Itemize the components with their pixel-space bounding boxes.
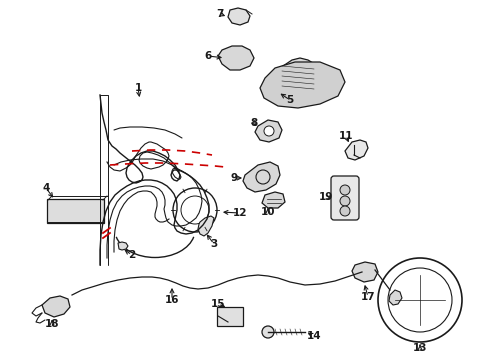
Text: 18: 18: [45, 319, 59, 329]
Polygon shape: [351, 262, 377, 282]
Polygon shape: [254, 120, 282, 142]
Polygon shape: [388, 290, 401, 305]
Polygon shape: [42, 296, 70, 317]
Circle shape: [339, 196, 349, 206]
Polygon shape: [218, 46, 253, 70]
Polygon shape: [227, 8, 249, 25]
Polygon shape: [262, 192, 285, 208]
Circle shape: [262, 326, 273, 338]
Text: 17: 17: [360, 292, 375, 302]
Text: 10: 10: [260, 207, 275, 217]
Text: 16: 16: [164, 295, 179, 305]
FancyBboxPatch shape: [47, 199, 104, 223]
Text: 5: 5: [286, 95, 293, 105]
Text: 11: 11: [338, 131, 352, 141]
FancyBboxPatch shape: [217, 307, 243, 326]
Text: 14: 14: [306, 331, 321, 341]
Circle shape: [339, 185, 349, 195]
Text: 12: 12: [232, 208, 247, 218]
Text: 3: 3: [210, 239, 217, 249]
Circle shape: [339, 206, 349, 216]
Text: 4: 4: [42, 183, 50, 193]
FancyBboxPatch shape: [330, 176, 358, 220]
Polygon shape: [345, 140, 367, 160]
Text: 1: 1: [134, 83, 142, 93]
Text: 19: 19: [318, 192, 332, 202]
Circle shape: [264, 126, 273, 136]
Text: 15: 15: [210, 299, 225, 309]
Text: 2: 2: [128, 250, 135, 260]
Polygon shape: [260, 62, 345, 108]
Text: 8: 8: [250, 118, 257, 128]
Text: 13: 13: [412, 343, 427, 353]
Polygon shape: [243, 162, 280, 192]
Polygon shape: [278, 58, 321, 92]
Text: 9: 9: [230, 173, 237, 183]
Polygon shape: [118, 242, 128, 250]
Text: 7: 7: [216, 9, 223, 19]
Polygon shape: [198, 216, 214, 236]
Text: 6: 6: [204, 51, 211, 61]
